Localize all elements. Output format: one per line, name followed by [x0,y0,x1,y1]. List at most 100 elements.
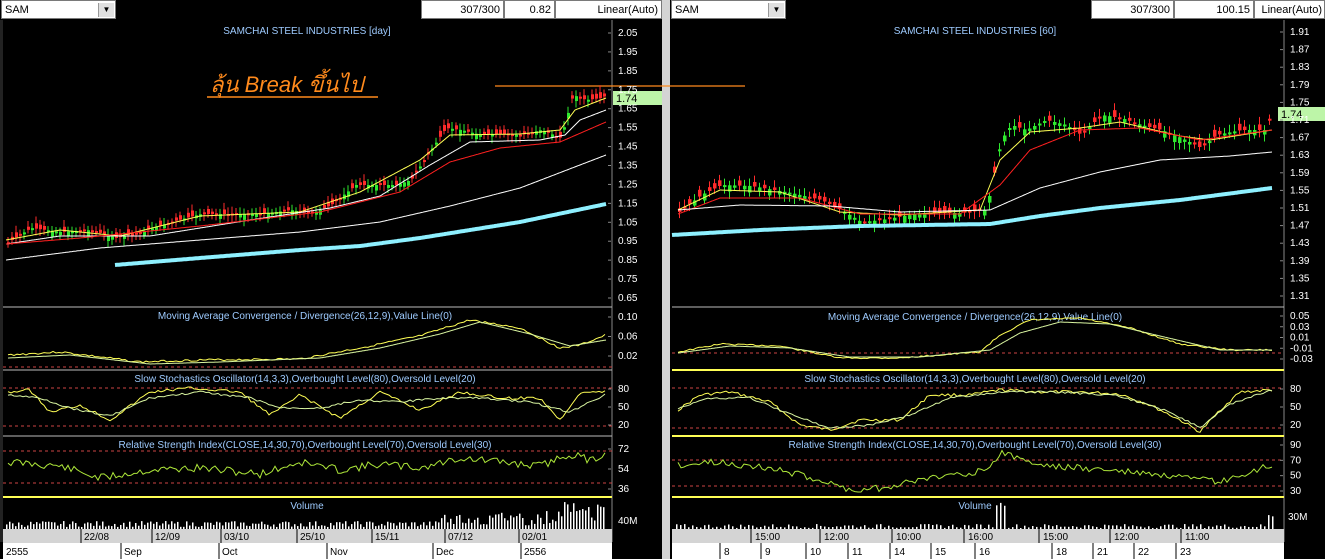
left-candle [535,131,538,135]
right-price-tick-label: 1.83 [1290,62,1310,73]
left-stoch-tick-label: 80 [618,384,630,395]
right-volume-bar [844,525,846,529]
right-volume-bar [1184,524,1186,529]
right-candle [1028,128,1032,131]
right-volume-bar [1012,527,1014,529]
right-volume-bar [1124,524,1126,529]
left-volume-bar [210,522,212,529]
right-volume-bar [864,525,866,529]
right-volume-bar [1176,527,1178,529]
left-xaxis-bottom [3,543,612,559]
right-candle [1013,126,1017,130]
left-volume-bar [414,522,416,529]
left-volume-bar [453,523,455,529]
left-x-corner: 2555 [6,547,29,558]
right-zoom: 100.15 [1174,0,1254,19]
right-volume-bar [896,527,898,529]
right-candle [743,185,747,190]
right-candle [1123,119,1127,123]
left-ma-long [5,121,607,245]
right-volume-bar [1204,527,1206,529]
right-volume-bar [848,525,850,529]
left-volume-bar [156,521,158,529]
right-scale-mode[interactable]: Linear(Auto) [1254,0,1325,19]
right-volume-bar [956,527,958,529]
left-volume-bar [297,526,299,529]
left-scale-mode[interactable]: Linear(Auto) [555,0,662,19]
left-zoom-value: 0.82 [529,4,551,16]
left-volume-bar [27,525,29,529]
chevron-down-icon[interactable]: ▼ [768,3,784,17]
right-volume-bar [1144,527,1146,529]
right-ma-xlong [677,151,1273,213]
left-candle [463,130,466,133]
left-candle [471,132,474,135]
right-x-bottom-label: 9 [765,547,771,558]
left-volume-bar [72,521,74,529]
right-candle [1068,127,1072,129]
left-symbol-select[interactable]: SAM ▼ [1,0,116,19]
right-stoch-d [677,389,1273,429]
right-candle [998,149,1002,152]
right-candle [843,211,847,214]
left-volume-bar [363,526,365,529]
right-volume-bar [1268,515,1270,529]
left-candle [435,142,438,145]
right-volume-bar [696,526,698,529]
right-candle [1098,116,1102,119]
right-stoch-k [677,388,1273,433]
right-volume-bar [1060,526,1062,529]
left-volume-bar [456,516,458,529]
right-volume-bar [712,527,714,529]
right-rsi-tick-label: 30 [1290,486,1302,497]
left-volume-bar [321,525,323,529]
left-price-title: SAMCHAI STEEL INDUSTRIES [day] [223,26,391,37]
left-candle [251,214,254,216]
left-volume-bar [279,523,281,529]
left-volume-bar [42,521,44,529]
left-volume-bar [468,518,470,529]
right-candle [1008,128,1012,130]
left-volume-bar [111,526,113,529]
chevron-down-icon[interactable]: ▼ [98,3,114,17]
right-price-tick-label: 1.79 [1290,80,1310,91]
left-volume-bar [561,516,563,529]
right-volume-bar [936,524,938,529]
left-price-tick-label: 0.95 [618,236,638,247]
left-volume-bar [285,521,287,529]
left-volume-bar [594,520,596,529]
right-volume-bar [1068,526,1070,529]
right-symbol-select[interactable]: SAM ▼ [671,0,786,19]
right-candle [873,220,877,225]
right-volume-bar [1168,524,1170,529]
left-x-bottom-label: Sep [124,547,142,558]
right-volume-bar [884,527,886,529]
left-candle [19,233,22,236]
left-volume-bar [186,521,188,529]
left-edge [0,20,3,542]
right-volume-bar [1136,526,1138,529]
right-toolbar: SAM ▼ 307/300 100.15 Linear(Auto) [670,0,1325,20]
right-volume-bar [1224,524,1226,529]
right-volume-bar [1040,527,1042,529]
left-volume-bar [240,522,242,529]
right-macd-line [677,316,1273,360]
right-volume-bar [880,524,882,529]
left-volume-bar [579,510,581,529]
right-volume-bar [752,525,754,529]
right-x-bottom-label: 16 [979,547,991,558]
left-candle [207,208,210,214]
right-candle [1228,132,1232,135]
right-volume-bar [964,524,966,529]
left-volume-bar [507,520,509,529]
right-price-tick-label: 1.91 [1290,27,1310,38]
right-volume-bar [700,527,702,529]
left-candle [515,134,518,137]
left-volume-bar [30,521,32,529]
left-volume-bar [387,521,389,529]
left-volume-bar [294,524,296,529]
pane-splitter[interactable] [662,0,670,559]
left-candle [51,230,54,237]
left-volume-bar [150,521,152,529]
left-macd-tick-label: 0.02 [618,351,638,362]
